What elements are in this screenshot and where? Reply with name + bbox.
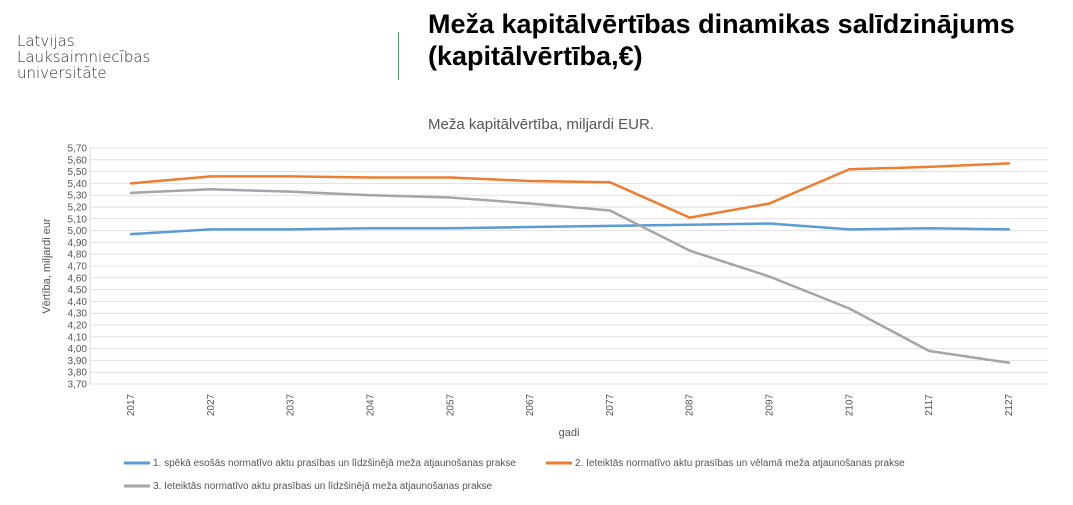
x-tick-label: 2017: [126, 393, 137, 416]
data-point: [129, 232, 133, 236]
logo-line: universitāte: [17, 64, 107, 82]
data-point: [848, 228, 851, 231]
data-point: [289, 190, 292, 193]
data-point: [449, 227, 452, 230]
y-tick-label: 4,80: [68, 250, 88, 261]
data-point: [209, 175, 213, 178]
data-point: [209, 188, 213, 191]
legend-label: 2. Ieteiktās normatīvo aktu prasības un …: [575, 458, 905, 469]
data-point: [688, 223, 691, 226]
data-point: [768, 275, 771, 278]
x-axis-label: gadi: [559, 427, 580, 439]
x-tick-label: 2127: [1004, 393, 1015, 416]
university-logo: Latvijas Lauksaimniecības universitāte: [17, 33, 150, 81]
logo-line: Latvijas: [17, 32, 75, 50]
y-tick-label: 4,90: [68, 238, 88, 249]
y-tick-label: 5,10: [68, 214, 88, 225]
x-tick-label: 2047: [365, 393, 376, 416]
y-tick-label: 4,30: [68, 309, 88, 320]
y-tick-label: 4,20: [68, 321, 88, 332]
y-tick-label: 4,60: [68, 273, 88, 284]
x-tick-label: 2027: [206, 393, 217, 416]
data-point: [369, 176, 372, 179]
x-tick-label: 2037: [286, 393, 297, 416]
data-point: [608, 224, 612, 228]
y-tick-label: 5,20: [68, 203, 88, 214]
legend-label: 1. spēkā esošās normatīvo aktu prasības …: [153, 458, 516, 469]
data-point: [449, 176, 452, 179]
data-point: [768, 222, 771, 225]
data-point: [528, 225, 532, 229]
data-point: [608, 181, 612, 184]
y-tick-label: 5,00: [68, 226, 88, 237]
data-point: [768, 202, 771, 205]
y-tick-label: 4,00: [68, 344, 88, 355]
y-tick-label: 5,70: [68, 144, 88, 155]
data-point: [688, 216, 691, 219]
slide-title-line2: (kapitālvērtība,€): [428, 41, 643, 71]
data-point: [289, 175, 292, 178]
y-tick-label: 5,60: [68, 155, 88, 166]
data-point: [848, 307, 851, 310]
x-tick-label: 2077: [605, 393, 616, 416]
slide-title: Meža kapitālvērtības dinamikas salīdzinā…: [428, 8, 1015, 72]
data-point: [927, 349, 931, 353]
series-line-3: [130, 188, 1010, 364]
y-tick-label: 5,30: [68, 191, 88, 202]
y-tick-label: 5,40: [68, 179, 88, 190]
data-point: [369, 227, 372, 230]
data-point: [688, 249, 691, 252]
y-tick-label: 4,10: [68, 332, 88, 343]
header-divider: [398, 32, 399, 80]
x-tick-label: 2107: [844, 393, 855, 416]
slide-title-line1: Meža kapitālvērtības dinamikas salīdzinā…: [428, 9, 1015, 39]
x-tick-label: 2087: [685, 393, 696, 416]
legend-label: 3. Ieteiktās normatīvo aktu prasības un …: [153, 481, 493, 492]
y-tick-label: 5,50: [68, 167, 88, 178]
data-point: [927, 165, 931, 169]
data-point: [848, 168, 851, 171]
x-tick-label: 2067: [525, 393, 536, 416]
logo-line: Lauksaimniecības: [17, 48, 151, 66]
series-line-1: [130, 222, 1010, 236]
x-tick-label: 2097: [765, 393, 776, 416]
y-tick-label: 4,50: [68, 285, 88, 296]
data-point: [1007, 361, 1011, 364]
data-point: [1007, 228, 1011, 231]
x-tick-label: 2117: [924, 394, 935, 416]
data-point: [1007, 162, 1011, 165]
data-point: [129, 191, 133, 195]
data-point: [449, 196, 452, 199]
data-point: [369, 194, 372, 197]
y-axis-label: Vērtība, miljardi eur: [41, 218, 53, 314]
series-line-2: [130, 162, 1010, 219]
data-point: [129, 182, 133, 185]
data-point: [528, 202, 532, 205]
data-point: [608, 209, 612, 212]
y-tick-label: 3,70: [68, 380, 88, 391]
y-tick-label: 4,40: [68, 297, 88, 308]
y-tick-label: 3,80: [68, 368, 88, 379]
data-point: [209, 228, 213, 231]
x-tick-label: 2057: [445, 393, 456, 416]
data-point: [927, 227, 931, 230]
data-point: [289, 228, 292, 231]
y-tick-label: 4,70: [68, 262, 88, 273]
chart-title: Meža kapitālvērtība, miljardi EUR.: [428, 116, 654, 133]
data-point: [528, 179, 532, 183]
y-tick-label: 3,90: [68, 356, 88, 367]
